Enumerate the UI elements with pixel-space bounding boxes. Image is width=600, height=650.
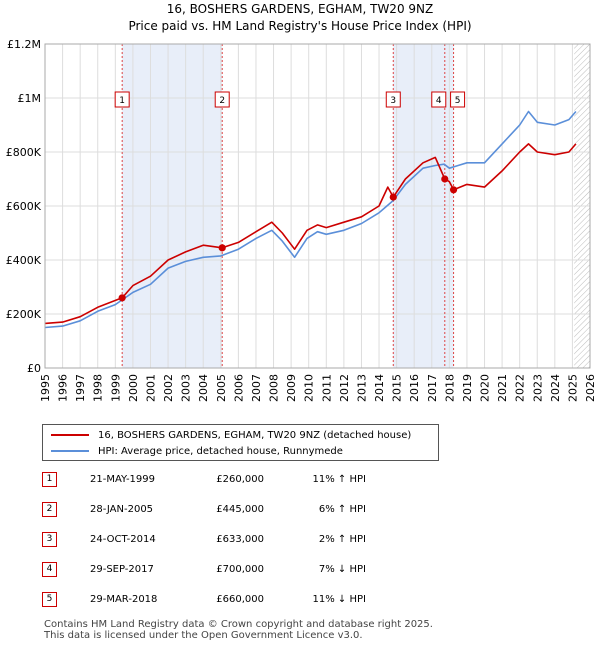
y-tick-label: £400K xyxy=(6,254,42,267)
legend-label-hpi: HPI: Average price, detached house, Runn… xyxy=(98,445,343,457)
sale-price: £700,000 xyxy=(216,564,264,575)
sale-number-badge: 2 xyxy=(42,502,57,517)
sale-hpi-diff: 11% ↑ HPI xyxy=(312,474,366,485)
series-line-hpi xyxy=(44,110,577,329)
sale-date: 29-MAR-2018 xyxy=(90,594,158,605)
footer-licence: This data is licensed under the Open Gov… xyxy=(44,630,363,641)
x-tick-label: 2023 xyxy=(531,374,544,402)
sale-point xyxy=(449,186,458,194)
sale-date: 24-OCT-2014 xyxy=(90,534,156,545)
x-tick-label: 2009 xyxy=(285,374,298,402)
sale-date: 29-SEP-2017 xyxy=(90,564,154,575)
x-tick-label: 2004 xyxy=(197,374,210,402)
sale-date: 21-MAY-1999 xyxy=(90,474,156,485)
x-tick-label: 2011 xyxy=(320,374,333,402)
sale-number-badge: 1 xyxy=(42,472,57,487)
sale-date: 28-JAN-2005 xyxy=(90,504,154,515)
table-row: 5 29-MAR-2018 £660,000 11% ↓ HPI xyxy=(42,592,442,608)
x-tick-label: 2012 xyxy=(338,374,351,402)
x-tick-label: 1999 xyxy=(109,374,122,402)
x-tick-label: 1995 xyxy=(39,374,52,402)
sale-label: 5 xyxy=(455,96,461,106)
x-tick-label: 2006 xyxy=(232,374,245,402)
x-tick-label: 2020 xyxy=(479,374,492,402)
x-tick-label: 2017 xyxy=(426,374,439,402)
plot-border xyxy=(44,43,591,369)
sale-hpi-diff: 2% ↑ HPI xyxy=(318,534,366,545)
legend-label-property: 16, BOSHERS GARDENS, EGHAM, TW20 9NZ (de… xyxy=(98,429,412,441)
x-tick-label: 2002 xyxy=(162,374,175,402)
x-tick-label: 1998 xyxy=(92,374,105,402)
sale-label: 1 xyxy=(119,96,125,106)
footer-copyright: Contains HM Land Registry data © Crown c… xyxy=(44,619,433,630)
chart-title: 16, BOSHERS GARDENS, EGHAM, TW20 9NZ xyxy=(166,2,434,16)
sale-number-badge: 3 xyxy=(42,532,57,547)
sale-label-box xyxy=(214,91,230,108)
sale-price: £445,000 xyxy=(216,504,264,515)
y-tick-label: £0 xyxy=(27,362,41,375)
x-tick-label: 2021 xyxy=(496,374,509,402)
y-tick-label: £200K xyxy=(6,308,42,321)
x-tick-label: 2016 xyxy=(408,374,421,402)
series-line-property xyxy=(44,143,577,325)
y-tick-label: £1.2M xyxy=(7,38,41,51)
sale-point xyxy=(441,175,449,183)
x-tick-label: 2007 xyxy=(250,374,263,402)
sale-label-box xyxy=(450,91,466,108)
x-tick-label: 2001 xyxy=(144,374,157,402)
x-tick-label: 2019 xyxy=(461,374,474,402)
sale-price: £260,000 xyxy=(216,474,264,485)
sale-point xyxy=(218,244,226,252)
x-tick-label: 2015 xyxy=(391,374,404,402)
x-tick-label: 2026 xyxy=(584,374,597,402)
x-tick-label: 2024 xyxy=(549,374,562,402)
table-row: 4 29-SEP-2017 £700,000 7% ↓ HPI xyxy=(42,562,442,578)
sale-label-box xyxy=(431,91,447,108)
legend-item-property: 16, BOSHERS GARDENS, EGHAM, TW20 9NZ (de… xyxy=(51,428,411,442)
sale-price: £633,000 xyxy=(216,534,264,545)
sale-hpi-diff: 11% ↓ HPI xyxy=(312,594,366,605)
legend-item-hpi: HPI: Average price, detached house, Runn… xyxy=(51,444,343,458)
sale-label-box xyxy=(385,91,401,108)
sale-point xyxy=(118,294,126,302)
x-tick-label: 2003 xyxy=(180,374,193,402)
x-tick-label: 2025 xyxy=(566,374,579,402)
legend-swatch-property xyxy=(51,434,89,436)
sale-hpi-diff: 6% ↑ HPI xyxy=(318,504,366,515)
legend: 16, BOSHERS GARDENS, EGHAM, TW20 9NZ (de… xyxy=(42,424,439,461)
sale-price: £660,000 xyxy=(216,594,264,605)
chart-subtitle: Price paid vs. HM Land Registry's House … xyxy=(128,19,472,33)
table-row: 1 21-MAY-1999 £260,000 11% ↑ HPI xyxy=(42,472,442,488)
x-tick-label: 1996 xyxy=(57,374,70,402)
sale-label: 2 xyxy=(219,96,225,106)
x-tick-label: 2013 xyxy=(355,374,368,402)
y-tick-label: £1M xyxy=(18,92,42,105)
legend-swatch-hpi xyxy=(51,450,89,452)
x-tick-label: 2008 xyxy=(268,374,281,402)
table-row: 3 24-OCT-2014 £633,000 2% ↑ HPI xyxy=(42,532,442,548)
sale-number-badge: 5 xyxy=(42,592,57,607)
sale-label-box xyxy=(114,91,130,108)
sale-label: 3 xyxy=(390,96,396,106)
x-tick-label: 2010 xyxy=(303,374,316,402)
x-tick-label: 2018 xyxy=(443,374,456,402)
sale-label: 4 xyxy=(436,96,442,106)
table-row: 2 28-JAN-2005 £445,000 6% ↑ HPI xyxy=(42,502,442,518)
x-tick-label: 2005 xyxy=(215,374,228,402)
y-tick-label: £600K xyxy=(6,200,42,213)
sale-hpi-diff: 7% ↓ HPI xyxy=(318,564,366,575)
price-chart: £0 £200K £400K £600K £800K £1M £1.2M 1995 1996 19… xyxy=(6,38,597,402)
x-tick-label: 2022 xyxy=(514,374,527,402)
sale-number-badge: 4 xyxy=(42,562,57,577)
x-tick-label: 1997 xyxy=(74,374,87,402)
y-tick-label: £800K xyxy=(6,146,42,159)
sale-point xyxy=(389,193,397,201)
x-tick-label: 2000 xyxy=(127,374,140,402)
x-tick-label: 2014 xyxy=(373,374,386,402)
